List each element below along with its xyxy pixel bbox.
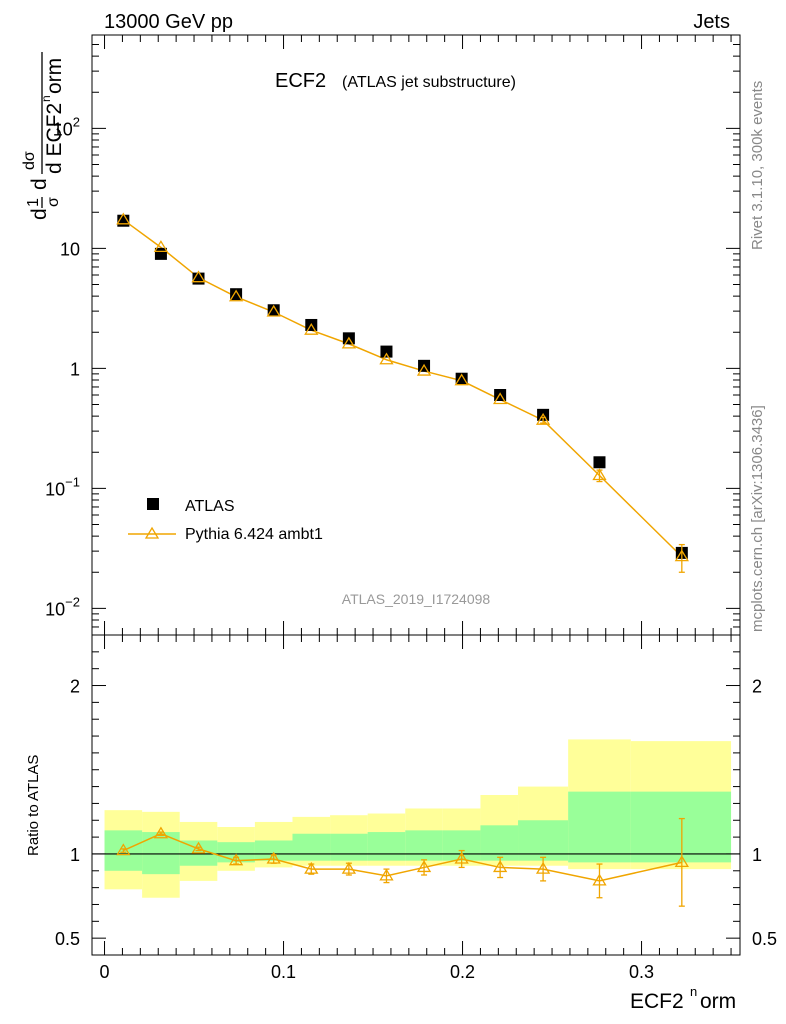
- ratio-pythia-point: [153, 826, 169, 839]
- ratio-pythia-point: [674, 855, 689, 868]
- svg-text:σ: σ: [45, 197, 62, 207]
- pythia-point: [228, 289, 244, 302]
- ratio-band-inner: [518, 820, 569, 861]
- pythia-point: [454, 373, 469, 386]
- ratio-panel-content: [92, 739, 740, 907]
- main-y-tick-label: 10: [60, 239, 80, 259]
- ratio-y-tick-label: 0.5: [55, 929, 80, 949]
- pythia-point: [191, 270, 206, 283]
- ratio-y-tick-label-right: 1: [752, 845, 762, 865]
- analysis-watermark: ATLAS_2019_I1724098: [342, 591, 491, 607]
- ratio-band-inner: [480, 825, 519, 861]
- plot-title: ECF2: [275, 70, 326, 92]
- ratio-band-inner: [405, 830, 443, 861]
- ratio-pythia-point: [341, 861, 357, 874]
- main-panel-content: [116, 212, 689, 573]
- svg-text:orm: orm: [700, 990, 736, 1013]
- ratio-band-inner: [367, 832, 406, 861]
- ratio-pythia-point: [454, 851, 469, 864]
- x-tick-label: 0: [100, 962, 110, 982]
- main-panel-axes: 10−2 10−1 1 10 102: [45, 34, 740, 636]
- svg-text:orm: orm: [43, 58, 66, 94]
- ratio-pythia-point: [228, 853, 244, 866]
- legend: ATLAS Pythia 6.424 ambt1: [128, 498, 323, 543]
- pythia-point: [535, 412, 551, 425]
- ratio-band-inner: [330, 833, 368, 861]
- legend-atlas-label: ATLAS: [185, 498, 235, 515]
- ratio-pythia-point: [416, 860, 432, 873]
- pythia-point: [116, 212, 131, 225]
- ratio-pythia-point: [535, 861, 551, 874]
- svg-text:d ECF2: d ECF2: [43, 103, 66, 174]
- ratio-pythia-point: [116, 843, 131, 856]
- header-category-label: Jets: [693, 11, 730, 33]
- pythia-point: [592, 468, 607, 481]
- legend-pythia-marker: [144, 526, 160, 539]
- pythia-point: [492, 392, 508, 405]
- header-energy-label: 13000 GeV pp: [104, 11, 233, 33]
- main-y-axis-label: d 1 σ d dσ d ECF2 n orm: [21, 52, 66, 220]
- mcplots-source-label: mcplots.cern.ch [arXiv:1306.3436]: [749, 405, 766, 632]
- x-tick-label: 0.3: [629, 962, 654, 982]
- svg-text:d: d: [28, 178, 51, 190]
- ratio-y-tick-label-right: 0.5: [752, 929, 777, 949]
- main-y-tick-label: 102: [53, 114, 80, 139]
- atlas-data-point: [230, 288, 243, 301]
- svg-text:ECF2: ECF2: [630, 990, 684, 1013]
- ratio-band-inner: [254, 840, 293, 861]
- atlas-data-point: [455, 372, 468, 385]
- ratio-y-tick-label: 1: [70, 845, 80, 865]
- atlas-data-point: [494, 389, 507, 401]
- main-y-tick-label: 1: [70, 359, 80, 379]
- ratio-y-tick-label: 2: [70, 677, 80, 697]
- pythia-point: [341, 336, 357, 349]
- svg-text:1: 1: [25, 198, 42, 207]
- ratio-y-tick-label-right: 2: [752, 677, 762, 697]
- ratio-pythia-point: [266, 851, 281, 864]
- main-y-tick-label: 10−2: [45, 594, 80, 619]
- svg-text:n: n: [690, 984, 697, 999]
- atlas-data-point: [154, 247, 167, 260]
- ratio-y-axis-label: Ratio to ATLAS: [25, 755, 42, 856]
- legend-atlas-marker: [147, 498, 159, 510]
- pythia-point: [379, 352, 394, 365]
- ratio-pythia-point: [191, 841, 206, 854]
- main-y-tick-label: 10−1: [45, 474, 80, 499]
- x-tick-label: 0.1: [271, 962, 296, 982]
- atlas-data-point: [117, 214, 130, 227]
- ratio-band-inner: [630, 791, 732, 863]
- ratio-pythia-point: [492, 860, 508, 873]
- x-tick-label: 0.2: [450, 962, 475, 982]
- ratio-band-inner: [568, 791, 631, 863]
- pythia-point: [266, 304, 281, 317]
- atlas-data-point: [593, 456, 606, 469]
- pythia-point: [304, 322, 319, 335]
- legend-pythia-label: Pythia 6.424 ambt1: [185, 526, 323, 543]
- pythia-point: [674, 549, 689, 562]
- pythia-point: [153, 240, 169, 252]
- plot-subtitle: (ATLAS jet substructure): [342, 74, 516, 91]
- ratio-pythia-point: [304, 861, 319, 874]
- svg-text:dσ: dσ: [21, 151, 38, 170]
- rivet-version-label: Rivet 3.1.10, 300k events: [749, 81, 766, 250]
- atlas-data-point: [380, 345, 393, 358]
- ratio-pythia-point: [379, 868, 394, 881]
- svg-text:n: n: [39, 95, 53, 102]
- ratio-band-inner: [292, 833, 331, 861]
- atlas-data-point: [267, 304, 280, 317]
- ratio-pythia-point: [592, 873, 607, 886]
- ratio-pythia-line: [123, 832, 682, 882]
- pythia-point: [416, 363, 432, 376]
- ratio-panel-frame: [91, 634, 741, 956]
- svg-text:d: d: [28, 208, 51, 220]
- ratio-panel-axes: 0 0.1 0.2 0.3 0.5 0.5 1 1 2 2: [55, 634, 777, 982]
- x-axis-label: ECF2 n orm: [630, 984, 736, 1013]
